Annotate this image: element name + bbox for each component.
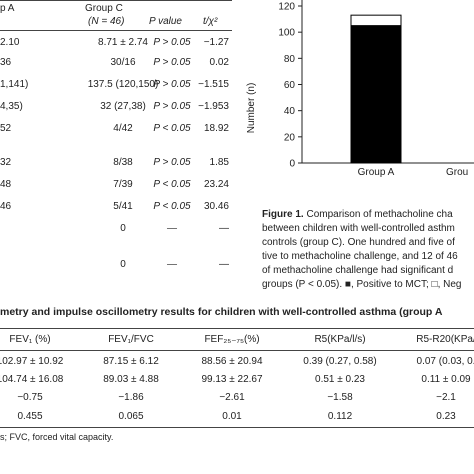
caption-line-4: of methacholine challenge had significan… — [262, 265, 454, 276]
chart-category-label: Grou — [446, 167, 468, 178]
table1-header-col-c: Group C — [85, 3, 123, 14]
table1-cell-c: 0 — [120, 223, 126, 234]
table1-cell-s: 18.92 — [203, 123, 229, 134]
table1-cell-c: 4/42 — [113, 123, 133, 134]
table1-cell-a: 4,35) — [0, 101, 23, 112]
table1-cell-a: 1,141) — [0, 79, 29, 90]
table1-cell-c: 5/41 — [113, 201, 133, 212]
table2-title: metry and impulse oscillometry results f… — [0, 306, 443, 318]
table2-top-rule — [0, 328, 474, 329]
table2-cell: 87.15 ± 6.12 — [103, 356, 159, 367]
table1-cell-s: −1.515 — [198, 79, 229, 90]
table2-cell: 0.455 — [17, 411, 43, 422]
table1-cell-a: 48 — [0, 179, 12, 190]
table1-header-rule — [0, 30, 232, 31]
table2-cell: −1.58 — [327, 392, 353, 403]
chart-bar-negative — [350, 14, 402, 27]
chart-ytick-label: 40 — [284, 106, 296, 117]
table1-cell-s: −1.27 — [203, 37, 229, 48]
table1-header-stat: t/χ² — [203, 16, 218, 27]
table2-cell: 102.97 ± 10.92 — [0, 356, 64, 367]
table1-cell-p: P < 0.05 — [153, 179, 191, 190]
table1-cell-c: 32 (27,38) — [100, 101, 146, 112]
table2-cell: 0.11 ± 0.09 — [421, 374, 471, 385]
table1-cell-a: 32 — [0, 157, 12, 168]
table2-cell: 0.065 — [118, 411, 144, 422]
table1-cell-a: 46 — [0, 201, 12, 212]
chart-category-label: Group A — [358, 167, 395, 178]
table1-cell-p: — — [167, 223, 177, 234]
chart-ytick-label: 120 — [278, 2, 295, 13]
table1-cell-p: P > 0.05 — [153, 101, 191, 112]
table1-cell-s: −1.953 — [198, 101, 229, 112]
chart-ytick-label: 100 — [278, 28, 295, 39]
table1-cell-p: — — [167, 259, 177, 270]
table2-cell: 0.07 (0.03, 0. — [416, 356, 474, 367]
table1-cell-s: 30.46 — [203, 201, 229, 212]
chart-ytick-label: 0 — [289, 159, 295, 170]
table1-cell-c: 8.71 ± 2.74 — [98, 37, 148, 48]
caption-line-1: between children with well-controlled as… — [262, 223, 455, 234]
table1-cell-s: — — [219, 223, 229, 234]
table1-cell-p: P < 0.05 — [153, 201, 191, 212]
table2-header-cell: FEF₂₅₋₇₅(%) — [204, 334, 260, 345]
table1-cell-s: 1.85 — [209, 157, 229, 168]
table2-cell: 88.56 ± 20.94 — [201, 356, 263, 367]
table1-header-pvalue: P value — [149, 16, 182, 27]
table2-header-rule — [0, 350, 474, 351]
table2-cell: 0.39 (0.27, 0.58) — [303, 356, 377, 367]
table1-cell-p: P < 0.05 — [153, 123, 191, 134]
table1-cell-a: 2.10 — [0, 37, 20, 48]
table2-cell: 0.23 — [436, 411, 456, 422]
chart-ytick-label: 60 — [284, 80, 296, 91]
table2-cell: −1.86 — [118, 392, 144, 403]
table2-cell: 0.01 — [222, 411, 242, 422]
bar-chart: Number (n) 0 20 40 60 80 100 120 Group A Grou — [246, 0, 474, 178]
table1-cell-c: 137.5 (120,150) — [87, 79, 159, 90]
table2-footnote: s; FVC, forced vital capacity. — [0, 432, 114, 442]
table1-top-rule — [0, 0, 232, 1]
table1-cell-c: 0 — [120, 259, 126, 270]
table1-cell-p: P > 0.05 — [153, 57, 191, 68]
table1-cell-p: P > 0.05 — [153, 37, 191, 48]
table2-cell: 0.112 — [327, 411, 353, 422]
table2-header-cell: R5-R20(KPa/ — [416, 334, 474, 345]
table2-cell: −2.61 — [219, 392, 245, 403]
chart-ylabel: Number (n) — [246, 83, 257, 134]
table2-cell: −2.1 — [436, 392, 456, 403]
caption-line-2: controls (group C). One hundred and five… — [262, 237, 455, 248]
chart-ytick-label: 80 — [284, 54, 296, 65]
table2-cell: 89.03 ± 4.88 — [103, 374, 159, 385]
caption-line-0: Comparison of methacholine cha — [306, 209, 453, 220]
table1-cell-s: — — [219, 259, 229, 270]
table1-header-col-a: p A — [0, 3, 15, 14]
table1-cell-a: 36 — [0, 57, 12, 68]
table1-cell-s: 23.24 — [203, 179, 229, 190]
table2-cell: 0.51 ± 0.23 — [315, 374, 365, 385]
table2-cell: 104.74 ± 16.08 — [0, 374, 64, 385]
figure-label: Figure 1. — [262, 209, 304, 220]
table1-cell-p: P > 0.05 — [153, 157, 191, 168]
table2-bottom-rule — [0, 427, 474, 428]
table1-cell-c: 8/38 — [113, 157, 133, 168]
chart-ytick-label: 20 — [284, 132, 296, 143]
table2-cell: 99.13 ± 22.67 — [201, 374, 263, 385]
chart-bar-positive — [350, 25, 402, 164]
table2-header-cell: FEV₁/FVC — [108, 334, 154, 345]
table1-cell-a: 52 — [0, 123, 12, 134]
table1-header-col-c-n: (N = 46) — [88, 16, 125, 27]
table1-cell-c: 30/16 — [110, 57, 136, 68]
caption-line-3: tive to methacholine challenge, and 12 o… — [262, 251, 458, 262]
caption-line-5: groups (P < 0.05). ■, Positive to MCT; □… — [262, 279, 462, 290]
table1-cell-p: P > 0.05 — [153, 79, 191, 90]
table2-cell: −0.75 — [17, 392, 43, 403]
table1-cell-c: 7/39 — [113, 179, 133, 190]
table1-cell-s: 0.02 — [209, 57, 229, 68]
table2-header-cell: FEV₁ (%) — [9, 334, 51, 345]
table2-header-cell: R5(KPa/l/s) — [314, 334, 366, 345]
